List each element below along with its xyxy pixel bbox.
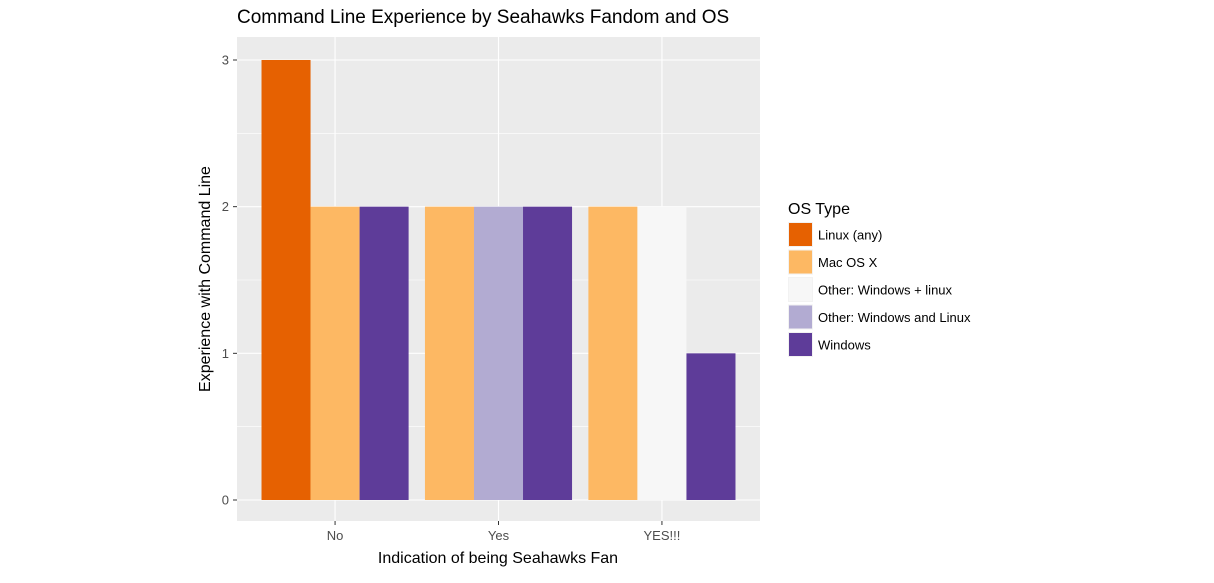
legend-swatch-windows <box>789 333 812 356</box>
legend-label-windows: Windows <box>818 338 871 353</box>
legend-label-other-windows-linux: Other: Windows + linux <box>818 283 953 298</box>
x-tick-label: No <box>327 528 344 543</box>
legend-swatch-other-windows-linux <box>789 278 812 301</box>
bar-no-windows <box>359 206 409 500</box>
x-tick-label: YES!!! <box>644 528 681 543</box>
legend-label-linux-any: Linux (any) <box>818 228 882 243</box>
y-axis-title: Experience with Command Line <box>197 166 214 392</box>
x-axis: No Yes YES!!! <box>327 521 681 543</box>
legend-label-mac-os-x: Mac OS X <box>818 255 878 270</box>
legend-swatch-linux-any <box>789 223 812 246</box>
bar-yes-mac-os-x <box>424 206 474 500</box>
y-tick-label: 1 <box>222 346 229 361</box>
y-tick-label: 0 <box>222 493 229 508</box>
bar-yes-windows <box>686 353 736 500</box>
bar-yes-other-windows-linux <box>637 206 687 500</box>
legend-swatch-mac-os-x <box>789 250 812 274</box>
y-tick-label: 3 <box>222 52 229 67</box>
bar-yes-other-windows-and-linux <box>473 206 524 500</box>
x-axis-title: Indication of being Seahawks Fan <box>378 550 618 567</box>
y-axis: 0 1 2 3 <box>222 52 237 508</box>
bar-yes-mac-os-x <box>588 206 638 500</box>
bars <box>261 59 736 501</box>
y-tick-label: 2 <box>222 199 229 214</box>
chart-title: Command Line Experience by Seahawks Fand… <box>237 7 729 28</box>
legend-title: OS Type <box>788 201 850 218</box>
bar-yes-windows <box>523 206 573 500</box>
legend-swatch-other-windows-and-linux <box>789 305 812 329</box>
legend: OS Type Linux (any) Mac OS X Other: Window… <box>788 201 971 357</box>
x-tick-label: Yes <box>488 528 510 543</box>
bar-no-linux-any <box>261 59 311 501</box>
legend-label-other-windows-and-linux: Other: Windows and Linux <box>818 310 971 325</box>
bar-no-mac-os-x <box>310 206 360 500</box>
